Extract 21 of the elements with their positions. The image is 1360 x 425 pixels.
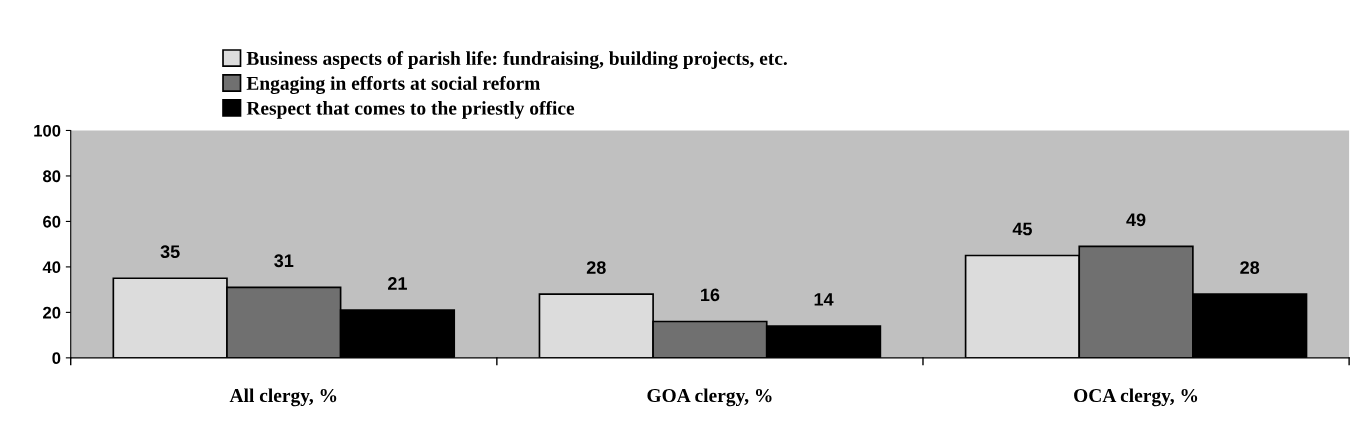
x-tick-label: OCA clergy, % <box>1074 388 1198 407</box>
x-tick-label: All clergy, % <box>229 388 337 407</box>
y-tick-label: 0 <box>52 352 61 365</box>
data-label: 45 <box>1012 222 1032 236</box>
data-label: 28 <box>1240 261 1260 274</box>
x-tick-label: GOA clergy, % <box>647 388 772 407</box>
legend-label: Engaging in efforts at social reform <box>246 76 540 94</box>
data-label: 14 <box>814 293 834 306</box>
y-tick-label: 60 <box>43 215 61 228</box>
data-label: 31 <box>274 254 294 268</box>
legend-label: Respect that comes to the priestly office <box>246 100 575 119</box>
data-label: 35 <box>160 245 180 259</box>
data-label: 28 <box>586 261 606 274</box>
y-tick-label: 80 <box>42 170 61 183</box>
data-label: 16 <box>701 288 720 302</box>
y-tick-label: 20 <box>43 306 61 319</box>
y-tick-label: 40 <box>42 261 61 274</box>
y-tick-label: 100 <box>34 124 61 137</box>
data-label: 21 <box>388 277 407 290</box>
legend-label: Business aspects of parish life: fundraising, building projects, etc. <box>246 51 787 70</box>
data-label: 49 <box>1126 213 1146 227</box>
